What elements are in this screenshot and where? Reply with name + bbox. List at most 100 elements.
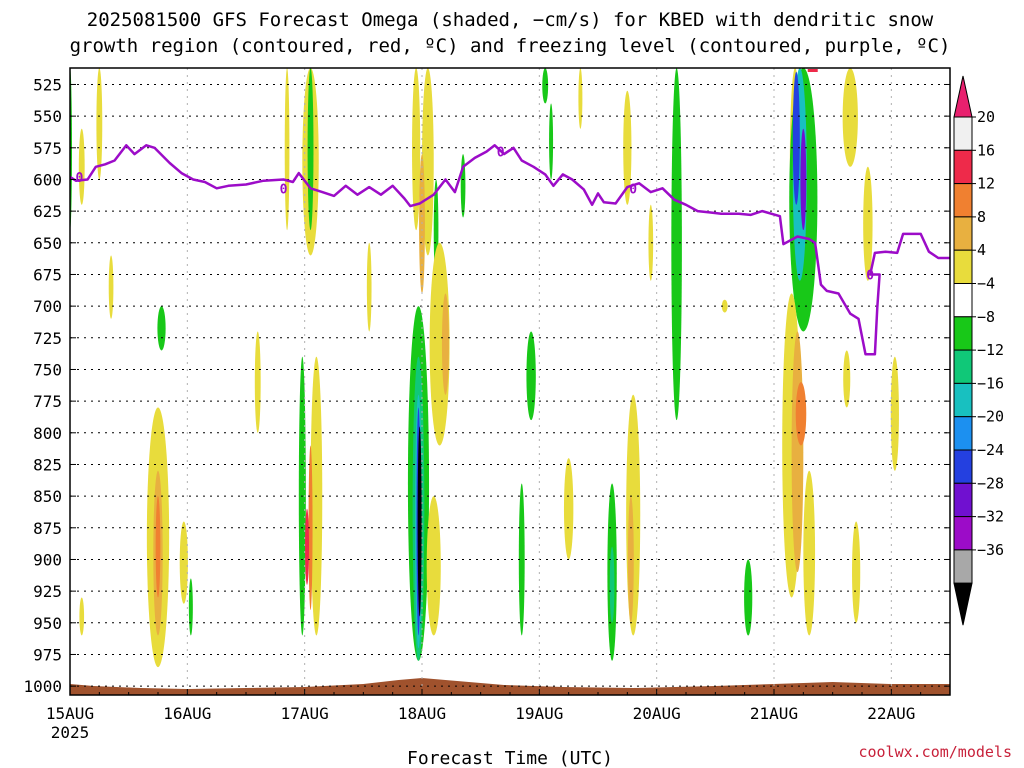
colorbar-swatch-8 — [953, 382, 973, 418]
omega-region-34 — [518, 483, 525, 636]
colorbar-label-13: −36 — [977, 541, 1004, 559]
omega-region-36 — [578, 68, 583, 129]
omega-region-4 — [79, 597, 85, 636]
x-tick-label-2: 17AUG — [281, 704, 329, 723]
colorbar-label-3: 8 — [977, 208, 986, 226]
chart-title-line-2: growth region (contoured, red, ºC) and f… — [70, 35, 951, 57]
omega-region-57 — [842, 68, 858, 167]
colorbar-label-2: 12 — [977, 175, 995, 193]
y-tick-label-975: 975 — [33, 645, 62, 664]
y-tick-label-625: 625 — [33, 202, 62, 221]
colorbar-label-4: 4 — [977, 241, 986, 259]
omega-region-52 — [800, 128, 807, 231]
colorbar-label-7: −12 — [977, 341, 1004, 359]
colorbar-top-arrow — [953, 75, 973, 118]
y-tick-label-925: 925 — [33, 582, 62, 601]
omega-region-9 — [179, 521, 188, 604]
colorbar-swatch-6 — [953, 316, 973, 351]
omega-region-32 — [426, 496, 441, 636]
credit-link[interactable]: coolwx.com/models — [858, 743, 1012, 761]
omega-region-44 — [648, 204, 654, 281]
y-tick-label-725: 725 — [33, 329, 62, 348]
colorbar-swatch-2 — [953, 183, 973, 218]
y-tick-label-650: 650 — [33, 234, 62, 253]
y-tick-label-600: 600 — [33, 170, 62, 189]
omega-region-54 — [791, 331, 804, 573]
plot-border — [69, 67, 951, 696]
omega-region-39 — [623, 90, 632, 205]
omega-region-33 — [526, 331, 536, 421]
omega-region-55 — [795, 382, 807, 446]
y-axis: 525 550 575 600 625 650 675 700 725 750 775 800 825 8… — [23, 75, 950, 696]
y-tick-label-800: 800 — [33, 424, 62, 443]
dgz-contour — [807, 69, 818, 72]
y-tick-label-575: 575 — [33, 139, 62, 158]
omega-region-45 — [671, 68, 682, 421]
omega-region-5 — [157, 306, 166, 351]
omega-region-24 — [429, 242, 450, 446]
omega-region-20 — [412, 68, 421, 231]
omega-region-58 — [863, 166, 873, 281]
omega-region-47 — [744, 559, 753, 636]
chart-title-line-1: 2025081500 GFS Forecast Omega (shaded, −… — [87, 9, 934, 31]
omega-region-61 — [852, 521, 861, 623]
x-tick-label-1: 16AUG — [163, 704, 211, 723]
y-tick-label-850: 850 — [33, 487, 62, 506]
colorbar-label-11: −28 — [977, 474, 1004, 492]
omega-region-8 — [155, 496, 161, 598]
omega-region-14 — [254, 331, 261, 433]
omega-region-56 — [803, 470, 816, 636]
colorbar-swatch-9 — [953, 416, 973, 451]
omega-region-21 — [422, 68, 434, 256]
colorbar: 20 16 12 8 4 −4 −8 −12 −16 −20 −24 −28 −32 −36 — [953, 75, 1004, 626]
omega-region-51 — [792, 71, 800, 205]
colorbar-label-8: −16 — [977, 374, 1004, 392]
omega-region-35 — [542, 68, 549, 104]
omega-region-1 — [96, 68, 103, 180]
freezing-level-label-2: 0 — [497, 146, 505, 161]
omega-region-19 — [366, 242, 372, 332]
plot-area: 0 0 0 0 0 — [69, 67, 951, 696]
x-axis: 15AUG 16AUG 17AUG 18AUG 19AUG 20AUG 21AUG 22AUG — [46, 689, 922, 723]
freezing-level-label-0: 0 — [75, 171, 83, 186]
omega-region-3 — [108, 255, 114, 319]
colorbar-label-12: −32 — [977, 508, 1004, 526]
omega-region-40 — [626, 394, 641, 636]
colorbar-label-1: 16 — [977, 141, 995, 159]
x-tick-label-6: 21AUG — [750, 704, 798, 723]
y-tick-label-750: 750 — [33, 360, 62, 379]
colorbar-bottom-arrow — [953, 582, 973, 626]
freezing-level-label-4: 0 — [866, 268, 874, 283]
y-tick-label-525: 525 — [33, 75, 62, 94]
colorbar-swatch-1 — [953, 149, 973, 185]
x-tick-label-4: 19AUG — [515, 704, 563, 723]
colorbar-label-6: −8 — [977, 308, 995, 326]
colorbar-swatch-3 — [953, 216, 973, 251]
colorbar-label-10: −24 — [977, 441, 1004, 459]
omega-region-37 — [549, 103, 554, 180]
x-axis-label: Forecast Time (UTC) — [407, 748, 613, 768]
colorbar-label-0: 20 — [977, 108, 995, 126]
colorbar-swatch-4 — [953, 249, 973, 284]
omega-region-59 — [843, 350, 851, 408]
omega-region-11 — [284, 68, 290, 231]
omega-region-25 — [441, 293, 449, 395]
y-tick-label-950: 950 — [33, 614, 62, 633]
y-tick-label-775: 775 — [33, 392, 62, 411]
y-tick-label-550: 550 — [33, 107, 62, 126]
omega-region-2 — [78, 128, 85, 205]
y-tick-label-700: 700 — [33, 297, 62, 316]
omega-region-38 — [563, 458, 574, 560]
x-tick-label-5: 20AUG — [633, 704, 681, 723]
y-tick-label-825: 825 — [33, 455, 62, 474]
x-tick-label-7: 22AUG — [867, 704, 915, 723]
omega-region-13 — [307, 68, 314, 231]
x-tick-label-0: 15AUG — [46, 704, 94, 723]
colorbar-swatch-11 — [953, 482, 973, 518]
colorbar-swatch-12 — [953, 516, 973, 551]
omega-region-18 — [305, 508, 310, 585]
omega-region-17 — [308, 445, 313, 611]
terrain-ground — [70, 678, 950, 695]
omega-region-60 — [890, 356, 899, 471]
omega-region-10 — [188, 578, 193, 636]
